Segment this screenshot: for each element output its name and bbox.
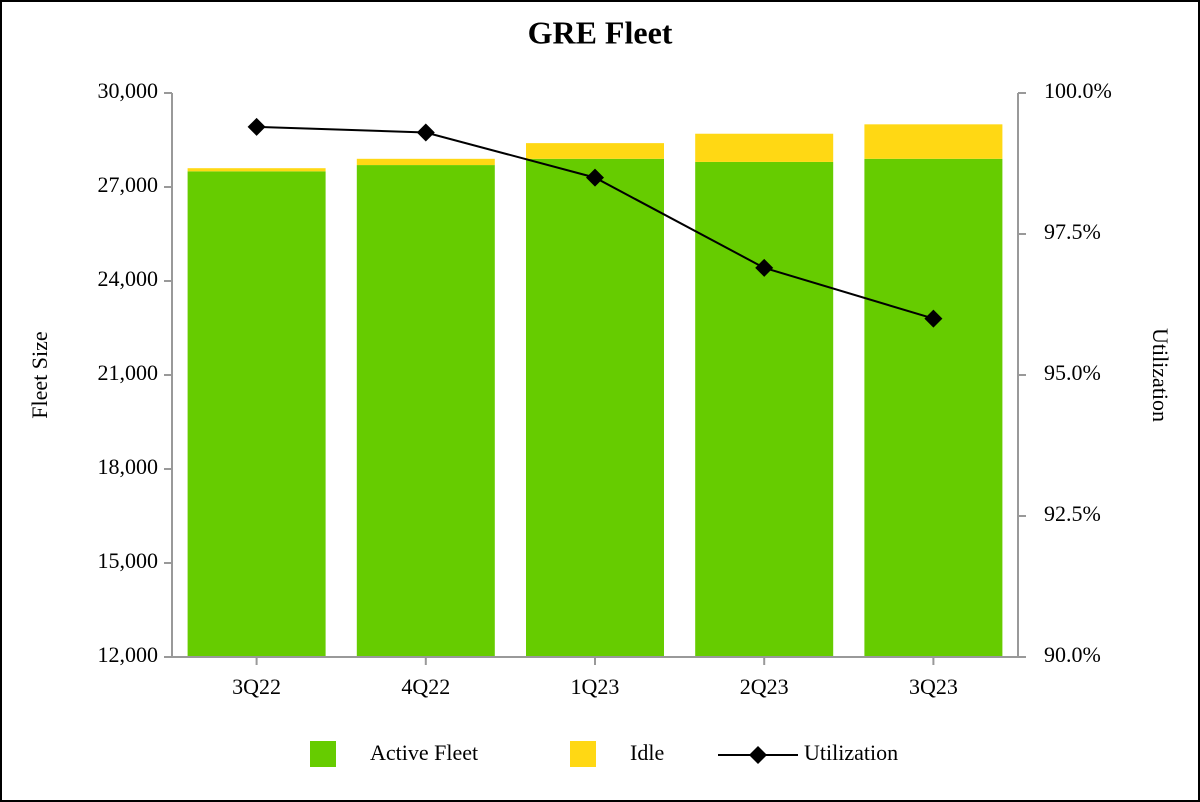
legend-marker <box>749 746 767 764</box>
x-tick-label: 3Q23 <box>909 674 958 699</box>
y-tick-label: 21,000 <box>98 360 159 385</box>
line-marker <box>924 309 943 328</box>
y2-tick-label: 95.0% <box>1044 360 1101 385</box>
bar-segment <box>356 158 495 166</box>
line-marker <box>755 258 774 277</box>
x-tick-label: 1Q23 <box>571 674 620 699</box>
x-tick-label: 3Q22 <box>232 674 281 699</box>
bar-segment <box>864 124 1003 159</box>
y2-tick-label: 90.0% <box>1044 642 1101 667</box>
line-marker <box>586 168 604 187</box>
legend-swatch <box>310 741 336 767</box>
legend-swatch <box>570 741 596 767</box>
bar-segment <box>187 168 326 172</box>
y-tick-label: 27,000 <box>98 172 159 197</box>
y2-tick-label: 92.5% <box>1044 501 1101 526</box>
bar-segment <box>356 165 495 658</box>
y2-axis-label: Utilization <box>1148 328 1173 422</box>
bar-segment <box>187 171 326 658</box>
bar-segment <box>526 158 664 658</box>
y2-tick-label: 97.5% <box>1044 219 1101 244</box>
y-axis-label: Fleet Size <box>27 331 52 418</box>
chart-title: GRE Fleet <box>528 14 673 50</box>
bar-segment <box>695 133 834 162</box>
line-marker <box>247 117 266 136</box>
bar-segment <box>864 158 1003 658</box>
legend-label: Active Fleet <box>370 740 478 765</box>
line-marker <box>416 123 435 142</box>
x-tick-label: 2Q23 <box>740 674 789 699</box>
bar-segment <box>695 161 834 657</box>
y-tick-label: 15,000 <box>98 548 159 573</box>
y2-tick-label: 100.0% <box>1044 78 1112 103</box>
x-tick-label: 4Q22 <box>401 674 450 699</box>
y-tick-label: 18,000 <box>98 454 159 479</box>
legend-label: Utilization <box>804 740 898 765</box>
y-tick-label: 24,000 <box>98 266 159 291</box>
y-tick-label: 30,000 <box>98 78 159 103</box>
y-tick-label: 12,000 <box>98 642 159 667</box>
legend-label: Idle <box>630 740 664 765</box>
bar-segment <box>526 143 664 159</box>
